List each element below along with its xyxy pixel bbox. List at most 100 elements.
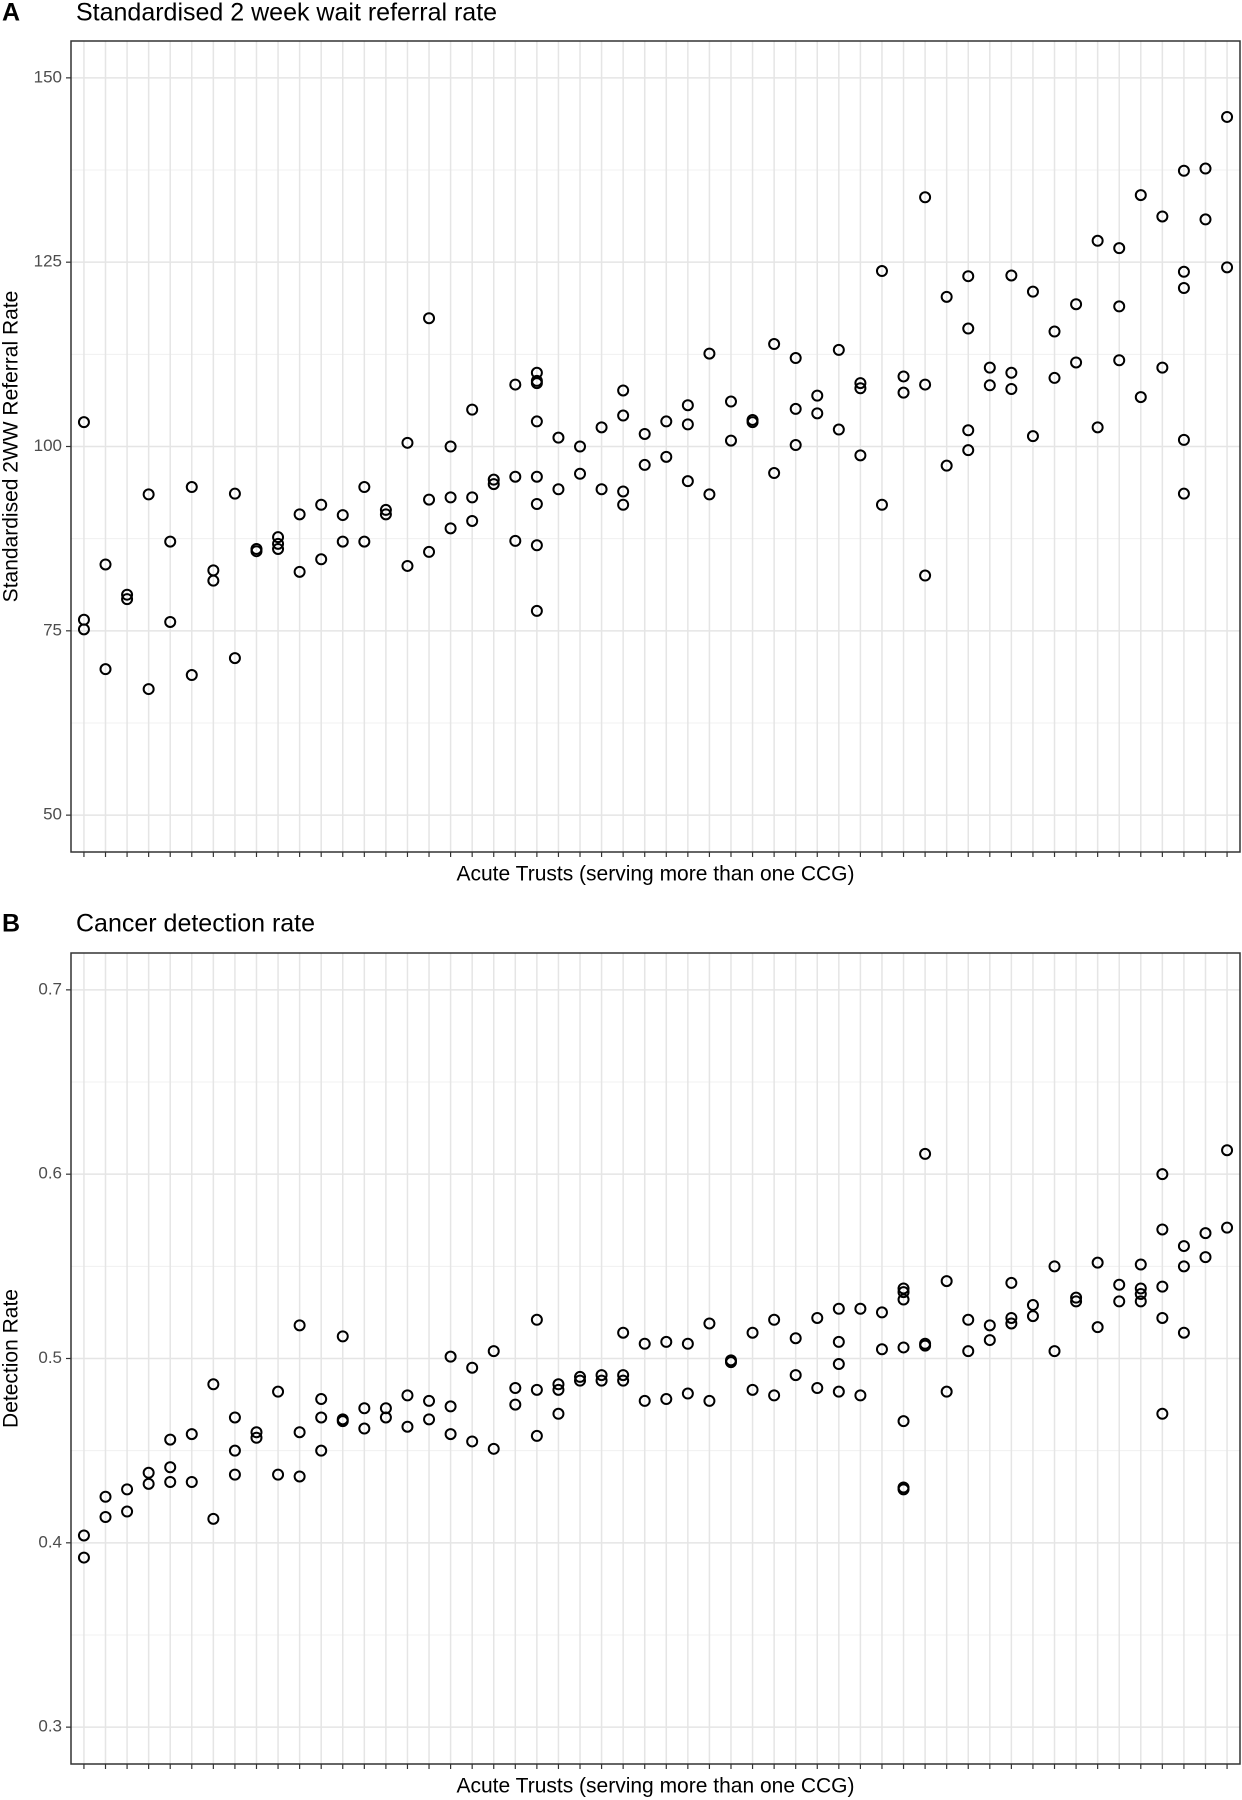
point (1113, 300, 1126, 313)
plot-border (70, 40, 1241, 853)
point (315, 498, 328, 511)
point (207, 574, 220, 587)
point (854, 377, 867, 390)
point (897, 1282, 910, 1295)
point (962, 424, 975, 437)
point (703, 1317, 716, 1330)
point (315, 1393, 328, 1406)
point (595, 421, 608, 434)
point (768, 467, 781, 480)
point (940, 1275, 953, 1288)
point (1177, 281, 1190, 294)
point (595, 1374, 608, 1387)
point (1134, 1295, 1147, 1308)
point (142, 683, 155, 696)
point (121, 1483, 134, 1496)
point (724, 1356, 737, 1369)
point (336, 535, 349, 548)
point (1221, 261, 1234, 274)
point (983, 1319, 996, 1332)
point (336, 1415, 349, 1428)
point (423, 312, 436, 325)
point (466, 491, 479, 504)
point (1177, 265, 1190, 278)
point (315, 1444, 328, 1457)
point (919, 1339, 932, 1352)
panel-tag: B (2, 910, 20, 938)
point (875, 498, 888, 511)
point (293, 508, 306, 521)
point (681, 1337, 694, 1350)
point (358, 1402, 371, 1415)
point (401, 1420, 414, 1433)
point (487, 1442, 500, 1455)
point (875, 1343, 888, 1356)
point (1156, 1407, 1169, 1420)
point (1005, 366, 1018, 379)
point (703, 347, 716, 360)
point (789, 1332, 802, 1345)
point (832, 1335, 845, 1348)
point (574, 467, 587, 480)
point (746, 1326, 759, 1339)
point (1091, 234, 1104, 247)
point (552, 1378, 565, 1391)
point (574, 440, 587, 453)
point (1199, 1227, 1212, 1240)
point (1091, 421, 1104, 434)
point (509, 378, 522, 391)
point (552, 1383, 565, 1396)
point (293, 1426, 306, 1439)
point (121, 588, 134, 601)
point (228, 1411, 241, 1424)
point (1156, 1280, 1169, 1293)
y-tick-label: 150 (34, 67, 62, 86)
point (77, 416, 90, 429)
point (811, 389, 824, 402)
point (660, 1335, 673, 1348)
point (724, 434, 737, 447)
point (379, 503, 392, 516)
point (617, 485, 630, 498)
point (897, 1415, 910, 1428)
point (681, 475, 694, 488)
point (1005, 269, 1018, 282)
point (746, 416, 759, 429)
point (1026, 285, 1039, 298)
point (509, 1381, 522, 1394)
point (897, 1341, 910, 1354)
y-axis-title: Standardised 2WW Referral Rate (0, 291, 23, 603)
point (77, 1529, 90, 1542)
point (962, 444, 975, 457)
point (379, 1411, 392, 1424)
point (1177, 487, 1190, 500)
point (509, 1398, 522, 1411)
point (552, 483, 565, 496)
point (789, 352, 802, 365)
point (1091, 1256, 1104, 1269)
point (336, 1330, 349, 1343)
point (509, 534, 522, 547)
point (1156, 210, 1169, 223)
point (530, 470, 543, 483)
point (358, 1422, 371, 1435)
point (466, 514, 479, 527)
point (595, 483, 608, 496)
point (1134, 189, 1147, 202)
point (962, 270, 975, 283)
x-axis-title: Acute Trusts (serving more than one CCG) (457, 863, 855, 886)
point (875, 1306, 888, 1319)
point (1026, 1299, 1039, 1312)
point (919, 1147, 932, 1160)
point (99, 1511, 112, 1524)
point (466, 1435, 479, 1448)
point (1199, 1251, 1212, 1264)
point (1134, 391, 1147, 404)
point (164, 535, 177, 548)
point (638, 1394, 651, 1407)
point (638, 427, 651, 440)
point (99, 663, 112, 676)
point (660, 450, 673, 463)
point (1048, 371, 1061, 384)
point (983, 379, 996, 392)
